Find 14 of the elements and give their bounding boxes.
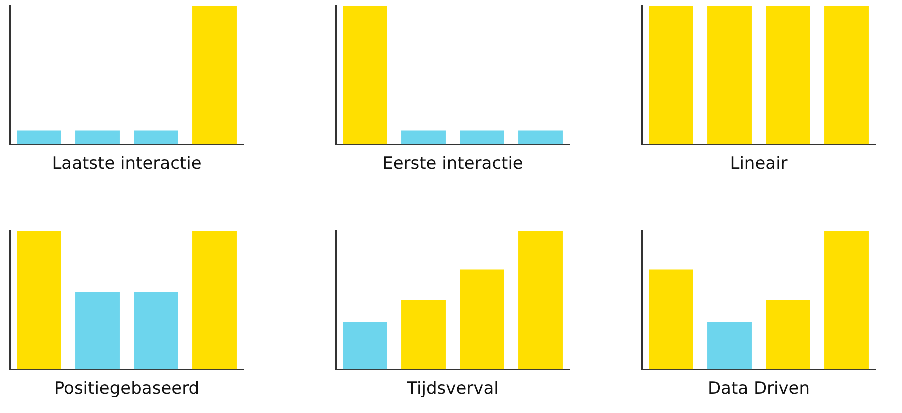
bar (518, 231, 563, 370)
bar (824, 231, 869, 370)
x-axis-title: Data Driven (708, 379, 810, 400)
bar (708, 322, 752, 370)
x-axis-title: Laatste interactie (52, 154, 202, 174)
bar (460, 270, 504, 370)
x-axis-title: Eerste interactie (382, 154, 524, 174)
bar (402, 300, 446, 370)
bar (343, 322, 388, 370)
x-axis-title: Positiegebaseerd (54, 379, 200, 400)
bar (766, 300, 810, 370)
x-axis-title: Lineair (730, 154, 788, 174)
bar (649, 270, 694, 370)
x-axis-title: Tijdsverval (406, 379, 499, 400)
